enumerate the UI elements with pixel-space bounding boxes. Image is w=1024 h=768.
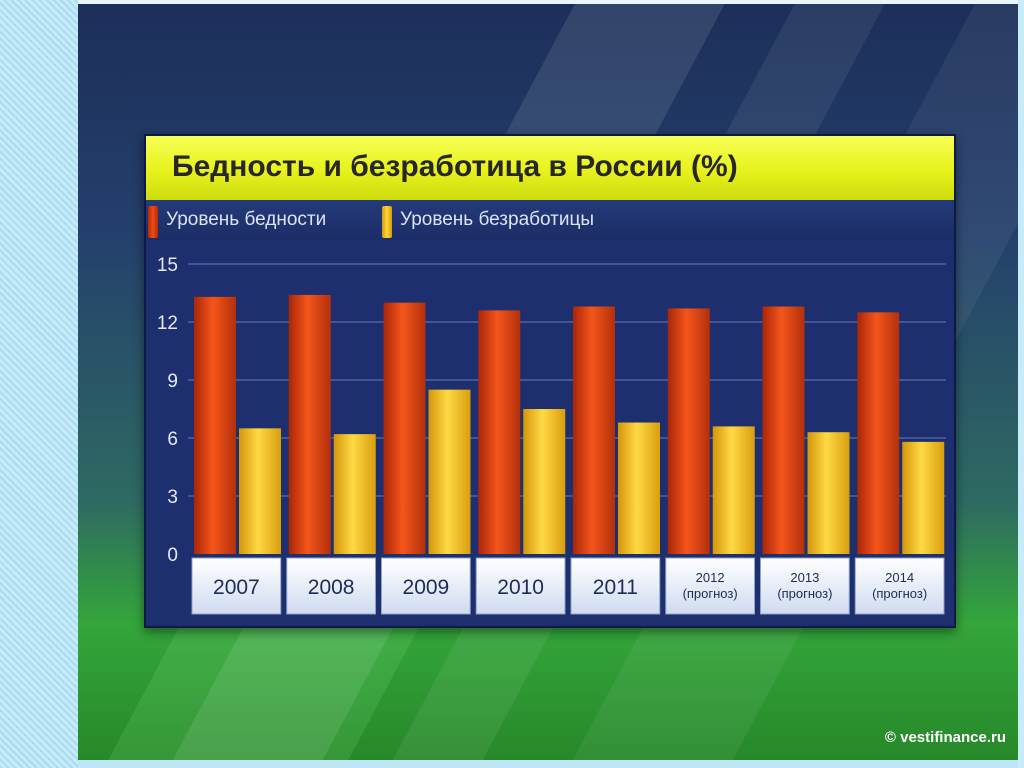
y-tick-label: 0 [167,545,178,566]
legend-label-unemployment: Уровень безработицы [400,209,595,230]
legend: Уровень бедности Уровень безработицы [146,200,954,240]
x-tick-label: 2008 [308,576,355,599]
unemployment-bar [239,428,281,554]
year-box [475,557,566,615]
poverty-bar [288,294,331,554]
poverty-bar [667,308,710,554]
x-tick-label: 2010 [497,576,544,599]
year-box [665,557,755,615]
x-tick-label: 2012 [696,570,725,585]
poverty-bar [383,302,426,554]
x-tick-label: 2013 [790,570,819,585]
legend-swatch-unemployment [382,206,392,238]
unemployment-bar [428,389,471,554]
poverty-bar [762,306,805,554]
top-border [78,0,1018,4]
left-border [0,0,78,768]
y-tick-label: 3 [167,487,178,508]
poverty-bar [478,310,521,554]
poverty-bar [194,296,236,554]
right-border [1018,0,1024,768]
chart-title: Бедность и безработица в России (%) [172,150,738,183]
y-tick-label: 12 [157,313,178,334]
x-tick-label: (прогноз) [777,586,832,601]
year-box [760,557,850,615]
chart-panel: Бедность и безработица в России (%) Уров… [144,134,956,628]
poverty-bar [857,312,900,554]
year-box [381,557,471,615]
year-box [854,557,945,615]
watermark: © vestifinance.ru [884,729,1006,746]
year-box [570,557,661,615]
unemployment-bar [333,434,376,554]
unemployment-bar [712,426,755,554]
year-box [191,557,282,615]
unemployment-bar [807,432,850,554]
x-tick-label: 2011 [593,576,638,599]
year-box [286,557,376,615]
unemployment-bar [902,441,945,554]
unemployment-bar [523,409,566,554]
x-tick-label: (прогноз) [683,586,738,601]
x-tick-label: (прогноз) [872,586,927,601]
legend-label-poverty: Уровень бедности [166,209,327,230]
tv-frame: Бедность и безработица в России (%) Уров… [78,4,1018,760]
x-tick-label: 2009 [403,576,450,599]
y-tick-label: 9 [167,371,178,392]
poverty-bar [573,306,615,554]
x-tick-label: 2007 [213,576,260,599]
y-tick-label: 15 [157,255,178,276]
unemployment-bar [618,422,660,554]
legend-swatch-poverty [148,206,158,238]
title-bar: Бедность и безработица в России (%) [146,136,954,200]
x-tick-label: 2014 [885,570,914,585]
y-tick-label: 6 [167,429,178,450]
